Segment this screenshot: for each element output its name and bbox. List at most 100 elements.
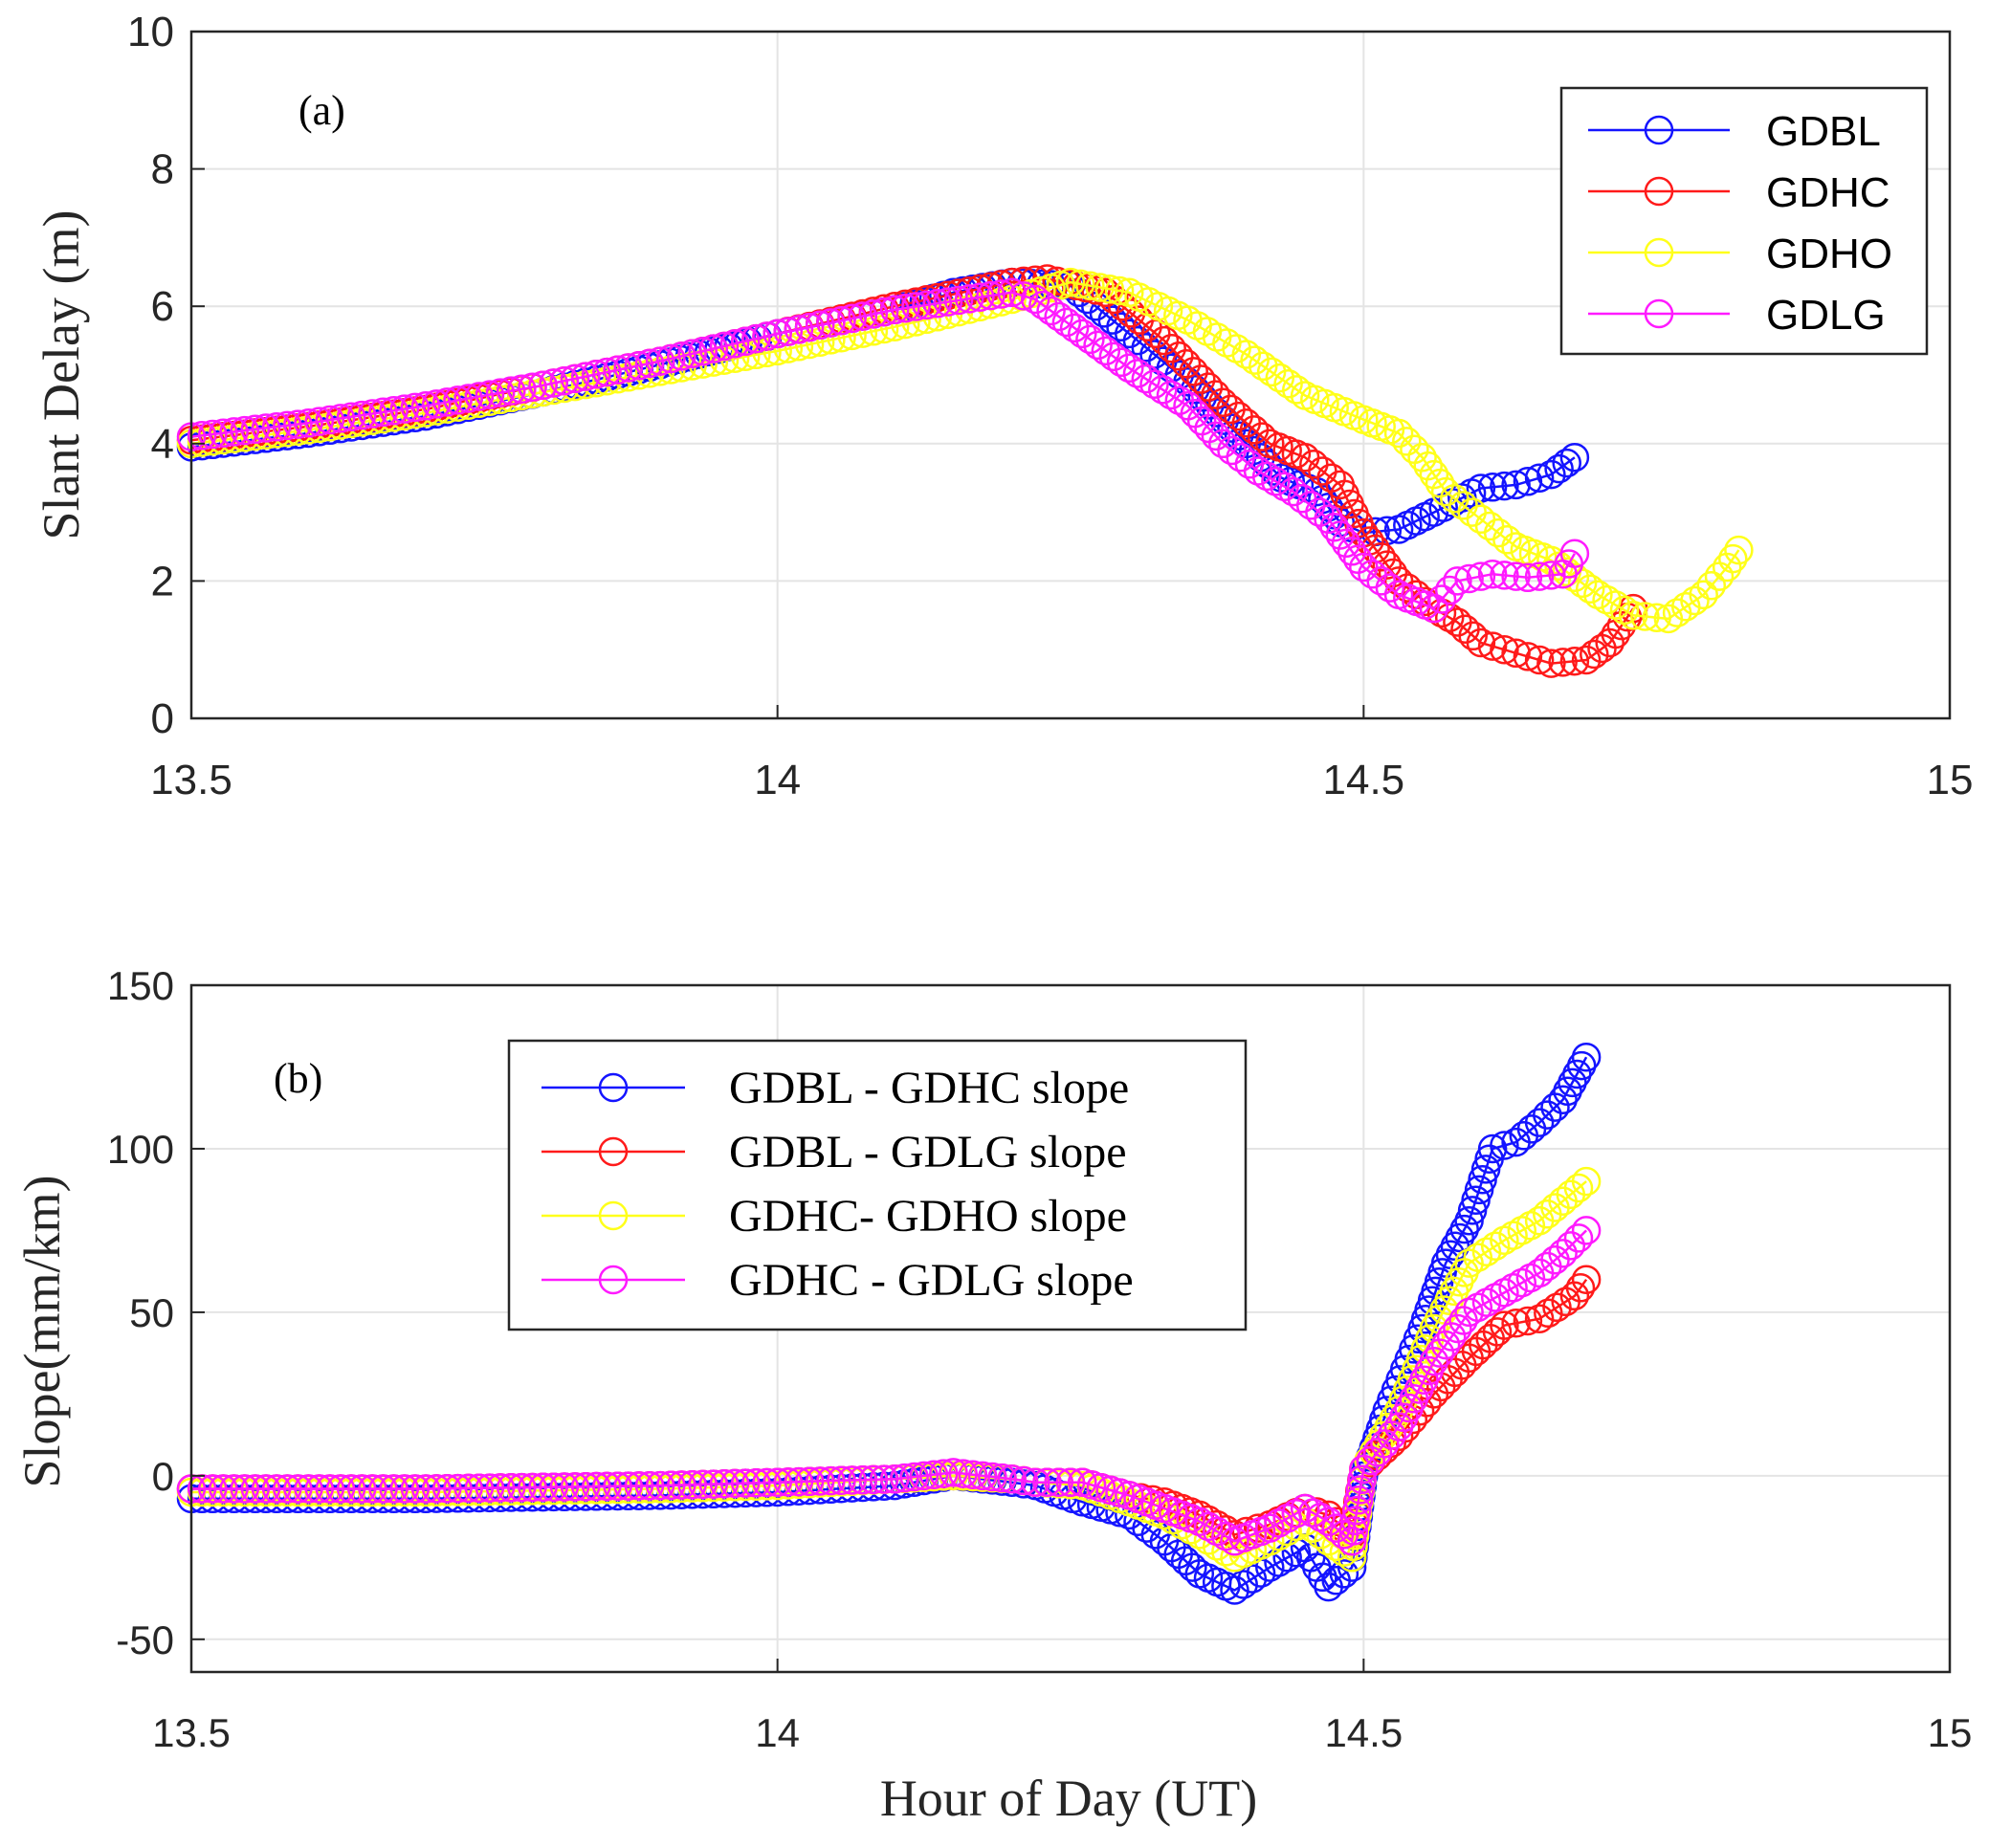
data-point-marker (1552, 448, 1581, 478)
data-point-marker (603, 355, 632, 385)
data-point-marker (933, 287, 963, 317)
data-point-marker (1548, 1085, 1578, 1114)
legend-marker (1644, 298, 1674, 329)
data-point-marker (1492, 525, 1522, 555)
y-tick-label: 8 (151, 146, 174, 193)
data-point-marker (645, 1470, 675, 1501)
data-point-marker (667, 1470, 696, 1500)
data-point-marker (1068, 319, 1097, 349)
panel-a-y-ticks: 0 2 4 6 8 10 (127, 9, 205, 742)
data-point-marker (1565, 1273, 1596, 1303)
data-point-marker (187, 421, 217, 451)
data-point-marker (1689, 580, 1718, 610)
data-point-marker (1186, 364, 1216, 394)
data-point-marker (1559, 442, 1590, 473)
data-point-marker (1566, 1050, 1597, 1081)
data-point-marker (1490, 1131, 1519, 1160)
data-point-marker (304, 407, 334, 436)
data-point-marker (986, 279, 1016, 309)
data-point-marker (485, 1473, 516, 1503)
data-point-marker (1536, 459, 1566, 490)
legend-entry-gdhc-gdlg-slope: GDHC - GDLG slope (541, 1255, 1134, 1306)
data-point-marker (443, 385, 473, 415)
data-point-marker (198, 419, 228, 450)
data-point-marker (273, 410, 302, 441)
panel-b-x-ticks: 13.5 14 14.5 15 (152, 1659, 1972, 1755)
data-point-marker (1020, 284, 1050, 315)
y-tick-label: 0 (152, 1454, 174, 1499)
panel-b-y-axis-label: Slope(mm/km) (13, 1176, 71, 1488)
data-point-marker (1347, 1464, 1377, 1495)
data-point-marker (730, 1468, 761, 1498)
series-gdhc-gdlg-slope (176, 1216, 1602, 1556)
data-point-marker (709, 1468, 740, 1499)
y-tick-label: 6 (151, 283, 174, 330)
data-point-marker (784, 315, 814, 344)
data-point-marker (688, 1469, 718, 1500)
data-point-marker (1091, 336, 1121, 366)
data-point-marker (294, 1474, 323, 1504)
data-point-marker (1201, 421, 1231, 451)
data-point-marker (1345, 1475, 1376, 1505)
data-point-marker (325, 1474, 356, 1504)
data-point-marker (730, 326, 761, 357)
data-point-marker (251, 413, 281, 443)
y-tick-label: 4 (151, 421, 174, 468)
data-point-marker (1020, 1467, 1050, 1497)
data-point-marker (1255, 1513, 1285, 1543)
data-point-marker (1542, 1292, 1572, 1323)
data-point-marker (1059, 313, 1090, 343)
data-point-marker (485, 378, 516, 407)
data-point-marker (1251, 461, 1282, 492)
data-point-marker (1314, 504, 1343, 535)
data-point-marker (389, 394, 420, 424)
data-point-marker (1008, 281, 1039, 311)
data-point-marker (198, 1474, 228, 1504)
data-point-marker (1513, 562, 1543, 593)
data-point-marker (1466, 627, 1496, 658)
data-point-marker (1482, 1317, 1513, 1347)
data-point-marker (1075, 271, 1105, 300)
data-point-marker (1426, 584, 1457, 614)
panel-a-label: (a) (298, 87, 345, 134)
data-point-marker (1536, 561, 1566, 590)
data-point-marker (336, 1474, 366, 1504)
data-point-marker (879, 295, 910, 325)
data-point-marker (475, 1473, 505, 1503)
data-point-marker (677, 1469, 707, 1500)
data-point-marker (1477, 473, 1508, 502)
data-point-marker (1443, 1313, 1472, 1344)
data-point-marker (368, 397, 398, 428)
data-point-marker (1055, 1467, 1086, 1497)
data-point-marker (1261, 467, 1291, 496)
data-point-marker (1642, 603, 1671, 632)
data-point-marker (899, 1462, 929, 1492)
legend-marker (598, 1200, 629, 1231)
data-point-marker (1458, 621, 1488, 651)
data-point-marker (1366, 542, 1396, 572)
legend-entry-gdhc: GDHC (1588, 169, 1890, 216)
data-point-marker (1559, 1281, 1590, 1311)
legend-entry-gdbl-gdhc-slope: GDBL - GDHC slope (541, 1063, 1129, 1113)
data-point-marker (453, 384, 483, 413)
data-point-marker (869, 297, 899, 327)
data-point-marker (1083, 330, 1113, 361)
data-point-marker (1436, 1322, 1467, 1352)
data-point-marker (816, 308, 846, 338)
data-point-marker (948, 1459, 978, 1488)
data-point-marker (1524, 1304, 1555, 1333)
data-point-marker (1524, 463, 1555, 493)
data-point-marker (1490, 471, 1519, 501)
data-point-marker (1115, 353, 1144, 384)
data-point-marker (1443, 566, 1472, 596)
panel-a-axes-frame (189, 30, 1952, 720)
panel-a-x-ticks: 13.5 14 14.5 15 (150, 705, 1973, 803)
legend-label: GDHC- GDHO slope (729, 1191, 1127, 1242)
data-point-marker (358, 1474, 387, 1504)
data-point-marker (645, 346, 675, 376)
data-point-marker (1559, 646, 1590, 676)
data-point-marker (929, 1459, 959, 1488)
data-point-marker (400, 1474, 431, 1504)
data-point-marker (918, 1460, 949, 1489)
y-tick-label: -50 (116, 1617, 174, 1662)
